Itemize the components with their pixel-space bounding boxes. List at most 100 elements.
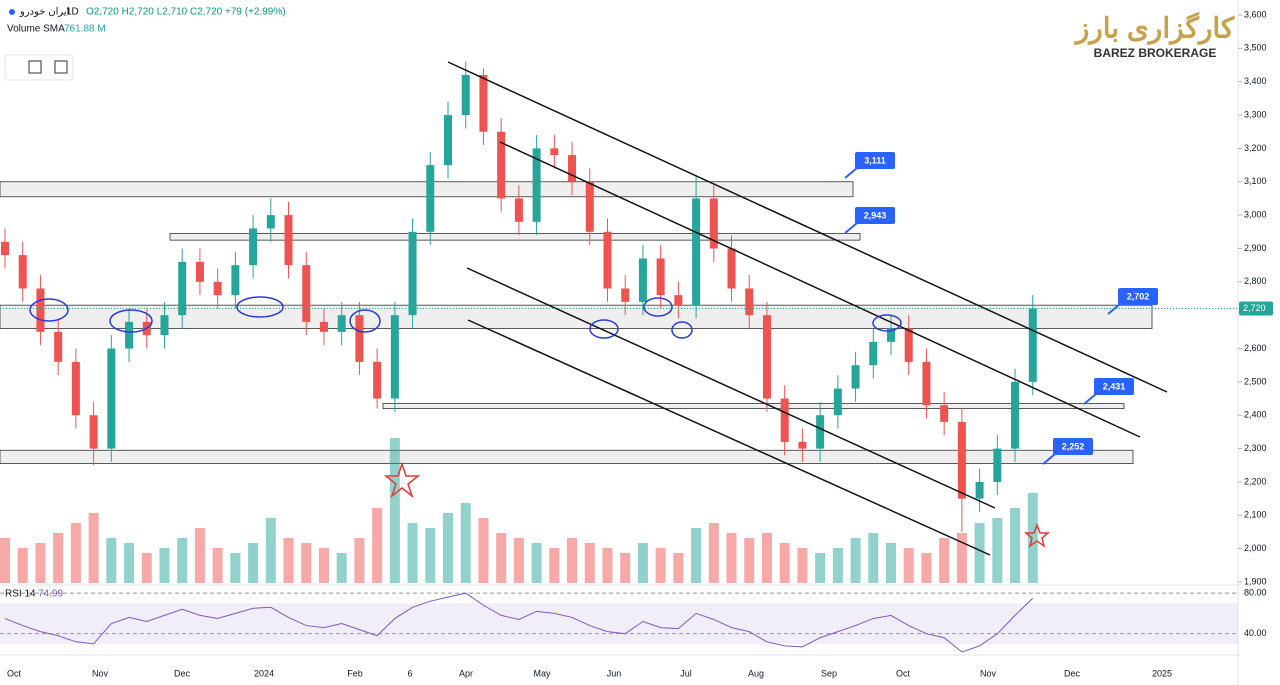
x-tick-label: Oct (896, 668, 911, 678)
volume-bar (567, 538, 578, 583)
interval: 1D (66, 7, 79, 18)
y-tick-label: 2,500 (1244, 376, 1267, 386)
plot: 3,600 3,500 3,400 3,300 3,200 3,100 3,000 2,900… (0, 9, 1273, 678)
volume-bar (35, 543, 46, 583)
volume-bar (620, 553, 631, 583)
candle-body (904, 328, 913, 362)
level-box (855, 207, 895, 224)
candle-body (36, 288, 45, 332)
candle-body (1028, 308, 1037, 382)
candle-body (284, 215, 293, 266)
volume-bar (194, 528, 205, 583)
volume-bar (832, 548, 843, 583)
x-tick-label: Nov (980, 668, 997, 678)
level-box (1118, 288, 1158, 305)
last-price-box (1239, 301, 1273, 316)
y-tick-label: 2,300 (1244, 443, 1267, 453)
y-tick-label: 3,600 (1244, 9, 1267, 19)
volume-bar (443, 513, 453, 583)
volume-bar (744, 538, 755, 583)
candle-body (692, 198, 701, 306)
candle-body (745, 288, 754, 316)
candle-body (993, 448, 1002, 482)
volume-bar (124, 543, 135, 583)
candle-body (461, 75, 470, 116)
candle-body (816, 415, 825, 449)
candle-body (18, 255, 27, 289)
candle-body (1, 241, 9, 256)
circle-marker (109, 309, 153, 333)
volume-bar (53, 533, 64, 583)
volume-bar (992, 518, 1003, 583)
tool-icon[interactable] (54, 60, 68, 74)
volume-bar (496, 533, 507, 583)
x-tick-label: Nov (92, 668, 109, 678)
volume-bar (584, 543, 595, 583)
level-pointer (1042, 453, 1056, 465)
y-tick-label: 3,400 (1244, 76, 1267, 86)
volume-bar (141, 553, 152, 583)
x-tick-label: May (533, 668, 551, 678)
volume-bar (850, 538, 861, 583)
toolbar[interactable] (4, 54, 74, 81)
volume-bar (974, 523, 985, 583)
legend: ایران خودرو 1D O2,720 H2,720 L2,710 C2,7… (4, 7, 286, 600)
rsi-line (4, 592, 1034, 653)
trend-lines (447, 61, 1168, 556)
volume-bar (531, 543, 542, 583)
volume-bar (602, 548, 613, 583)
rsi-tick-label: 80.00 (1244, 587, 1267, 597)
y-tick-label: 1,900 (1244, 576, 1267, 586)
y-tick-label: 3,100 (1244, 176, 1267, 186)
y-tick-label: 2,800 (1244, 276, 1267, 286)
trend-line (499, 141, 1141, 438)
brand-logo: کارگزاری بارز (1074, 11, 1235, 45)
y-tick-label: 3,300 (1244, 109, 1267, 119)
candle-body (107, 348, 116, 449)
volume-bar (106, 538, 117, 583)
circles (29, 296, 902, 339)
rsi-band (0, 603, 1238, 644)
candle-body (178, 261, 187, 316)
y-tick-label: 3,500 (1244, 43, 1267, 53)
volume-bar (726, 533, 737, 583)
candle-body (355, 315, 364, 362)
volume-bar (903, 548, 914, 583)
candle-body (621, 288, 630, 302)
zone (382, 403, 1125, 409)
volume-bar (389, 438, 400, 583)
candle-body (390, 315, 399, 399)
candle-body (851, 365, 860, 389)
candle-body (444, 115, 452, 166)
volume-bar (513, 538, 524, 583)
candle-body (709, 198, 718, 249)
candle-body (89, 415, 98, 449)
candle-body (337, 315, 346, 332)
y-tick-label: 3,200 (1244, 143, 1267, 153)
y-tick-label: 2,900 (1244, 243, 1267, 253)
circle-marker (872, 314, 902, 332)
level-box (1094, 378, 1134, 395)
candle-body (656, 258, 665, 296)
zone (0, 449, 1134, 464)
tool-icon[interactable] (28, 60, 42, 74)
candle-body (125, 321, 134, 349)
rsi-label: RSI 14 (5, 589, 36, 600)
candle-body (1011, 381, 1020, 449)
volume-bar (797, 548, 808, 583)
volume-bar (655, 548, 666, 583)
star (383, 461, 421, 499)
x-tick-label: Sep (821, 668, 837, 678)
ohlc: O2,720 H2,720 L2,710 C2,720 +79 (+2.99%) (86, 7, 286, 18)
candle-body (780, 398, 789, 442)
volume-sma-label: Volume SMA (7, 24, 65, 35)
last-price-label: 2,720 (1243, 303, 1266, 313)
level-label: 2,943 (864, 210, 887, 220)
x-tick-label: Oct (7, 668, 22, 678)
volume-bar (1010, 508, 1021, 583)
candle-body (408, 231, 417, 316)
volume-bar (318, 548, 329, 583)
candle-body (638, 258, 647, 302)
volume-bar (886, 543, 896, 583)
volume-bar (691, 528, 702, 583)
